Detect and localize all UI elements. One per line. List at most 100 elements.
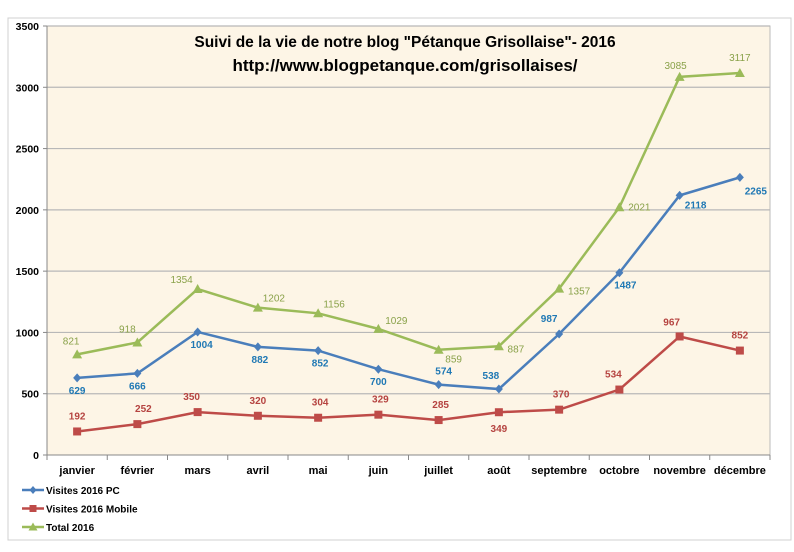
data-label: 859 (445, 355, 462, 366)
data-point (494, 384, 503, 394)
plot-area (46, 25, 771, 456)
legend-marker (29, 505, 37, 512)
y-tick-label: 1000 (16, 327, 40, 339)
data-point (675, 190, 684, 200)
data-point (615, 268, 624, 278)
data-point (555, 329, 564, 339)
data-label: 329 (372, 395, 389, 406)
x-tick-label: octobre (599, 465, 639, 477)
series-line (77, 176, 741, 391)
legend-label: Visites 2016 PC (46, 486, 120, 497)
data-label: 882 (252, 355, 269, 366)
series-line (76, 335, 741, 433)
data-label: 2021 (628, 202, 651, 213)
data-point (555, 405, 564, 414)
data-point (132, 337, 143, 347)
data-point (615, 385, 624, 394)
data-label: 538 (483, 371, 500, 382)
series-line (76, 71, 740, 356)
data-point (192, 284, 203, 294)
data-label: 1357 (568, 287, 591, 298)
data-point (253, 411, 262, 420)
data-label: 887 (508, 344, 525, 355)
x-tick-label: décembre (714, 465, 766, 477)
data-point (374, 410, 383, 419)
y-tick-label: 500 (21, 389, 39, 401)
data-label: 1202 (263, 294, 286, 305)
data-point (373, 323, 384, 333)
data-label: 918 (119, 324, 136, 335)
chart-title: Suivi de la vie de notre blog "Pétanque … (194, 34, 616, 51)
data-point (493, 341, 504, 351)
data-point (735, 172, 744, 182)
legend-label: Total 2016 (46, 523, 95, 534)
data-point (434, 380, 443, 390)
x-tick-label: août (487, 465, 511, 477)
data-point (193, 408, 202, 417)
x-tick-label: avril (247, 465, 270, 477)
data-label: 2118 (685, 200, 707, 211)
data-point (734, 67, 745, 77)
data-label: 285 (432, 400, 449, 411)
data-point (253, 342, 262, 352)
data-point (314, 346, 323, 356)
data-label: 666 (129, 381, 146, 392)
data-point (73, 373, 82, 383)
data-point (674, 71, 685, 81)
y-tick-label: 0 (33, 450, 39, 462)
data-point (193, 327, 202, 337)
x-tick-label: novembre (653, 465, 706, 477)
data-point (735, 346, 744, 355)
data-label: 987 (541, 314, 558, 325)
data-label: 1354 (171, 275, 194, 286)
data-point (133, 368, 142, 378)
data-point (313, 308, 324, 318)
legend-label: Visites 2016 Mobile (46, 505, 138, 516)
x-tick-label: juillet (423, 465, 453, 477)
data-label: 350 (183, 392, 200, 403)
data-label: 3117 (729, 53, 751, 64)
data-label: 852 (732, 331, 749, 342)
x-tick-label: janvier (58, 465, 95, 477)
data-label: 534 (605, 370, 622, 381)
data-label: 2265 (745, 186, 768, 197)
data-label: 574 (435, 367, 452, 378)
data-point (73, 427, 82, 436)
data-label: 967 (663, 317, 680, 328)
data-label: 629 (69, 386, 86, 397)
legend-marker (29, 486, 37, 494)
data-point (434, 416, 443, 425)
data-point (133, 420, 142, 429)
chart-subtitle: http://www.blogpetanque.com/grisollaises… (232, 56, 577, 75)
x-tick-label: septembre (531, 465, 587, 477)
data-point (614, 202, 625, 212)
y-tick-label: 1500 (16, 266, 40, 278)
data-label: 320 (250, 396, 267, 407)
data-point (374, 364, 383, 374)
data-label: 3085 (665, 61, 688, 72)
data-label: 852 (312, 359, 329, 370)
data-point (554, 283, 565, 293)
data-label: 370 (553, 390, 570, 401)
data-label: 1156 (323, 299, 345, 310)
data-label: 1029 (385, 316, 408, 327)
data-point (494, 408, 503, 417)
x-tick-label: juin (368, 465, 389, 477)
data-label: 192 (69, 411, 86, 422)
x-tick-label: mars (184, 465, 210, 477)
data-point (675, 332, 684, 341)
data-label: 1487 (614, 281, 637, 292)
data-point (314, 413, 323, 422)
data-point (72, 349, 83, 359)
data-label: 349 (491, 424, 508, 435)
y-tick-label: 3500 (16, 21, 40, 33)
y-tick-label: 3000 (16, 82, 40, 94)
data-label: 252 (135, 404, 152, 415)
legend-marker (28, 522, 38, 531)
data-label: 821 (63, 336, 80, 347)
y-tick-label: 2000 (16, 205, 40, 217)
y-tick-label: 2500 (16, 144, 40, 156)
x-tick-label: février (121, 465, 155, 477)
data-label: 700 (370, 377, 387, 388)
